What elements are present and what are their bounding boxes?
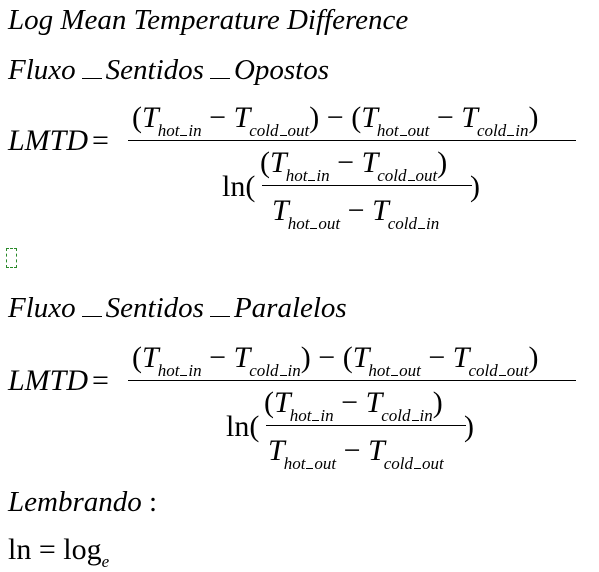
underscore: [81, 294, 102, 317]
equals-sign: =: [92, 124, 109, 157]
equation-lhs: LMTD =: [8, 126, 113, 156]
inner-fraction-bar: [262, 185, 472, 186]
inner-fraction-bar: [266, 425, 466, 426]
equals-sign: =: [92, 364, 109, 397]
lmtd-label: LMTD: [8, 124, 89, 157]
inner-denominator: Thot out − Tcold out: [268, 434, 444, 474]
heading-word: Fluxo: [8, 54, 76, 86]
underscore: [209, 56, 230, 79]
section-heading-opostos: Fluxo Sentidos Opostos: [8, 52, 329, 88]
main-fraction-bar: [128, 140, 576, 141]
heading-word: Sentidos: [105, 292, 204, 324]
numerator: (Thot in − Tcold out) − (Thot out − Tcold in…: [132, 101, 539, 141]
denominator-ln: ln(: [222, 170, 256, 203]
page-title: Log Mean Temperature Difference: [8, 4, 409, 36]
empty-math-placeholder[interactable]: [6, 248, 17, 268]
main-fraction-bar: [128, 380, 576, 381]
close-paren: ): [470, 170, 480, 203]
lmtd-label: LMTD: [8, 364, 89, 397]
underscore: [81, 56, 102, 79]
numerator: (Thot in − Tcold in) − (Thot out − Tcold out…: [132, 341, 539, 381]
section-heading-paralelos: Fluxo Sentidos Paralelos: [8, 290, 347, 326]
equation-lhs: LMTD =: [8, 366, 113, 396]
underscore: [209, 294, 230, 317]
inner-numerator: (Thot in − Tcold out): [260, 146, 448, 186]
reminder-heading: Lembrando :: [8, 486, 158, 518]
heading-word: Opostos: [233, 54, 330, 86]
log-subscript: e: [101, 552, 110, 571]
inner-denominator: Thot out − Tcold in: [272, 194, 440, 234]
ln-identity: ln = loge: [8, 533, 110, 571]
heading-word: Sentidos: [105, 54, 204, 86]
close-paren: ): [464, 410, 474, 443]
denominator-ln: ln(: [226, 410, 260, 443]
heading-word: Paralelos: [233, 292, 347, 324]
heading-word: Fluxo: [8, 292, 76, 324]
inner-numerator: (Thot in − Tcold in): [264, 386, 443, 426]
